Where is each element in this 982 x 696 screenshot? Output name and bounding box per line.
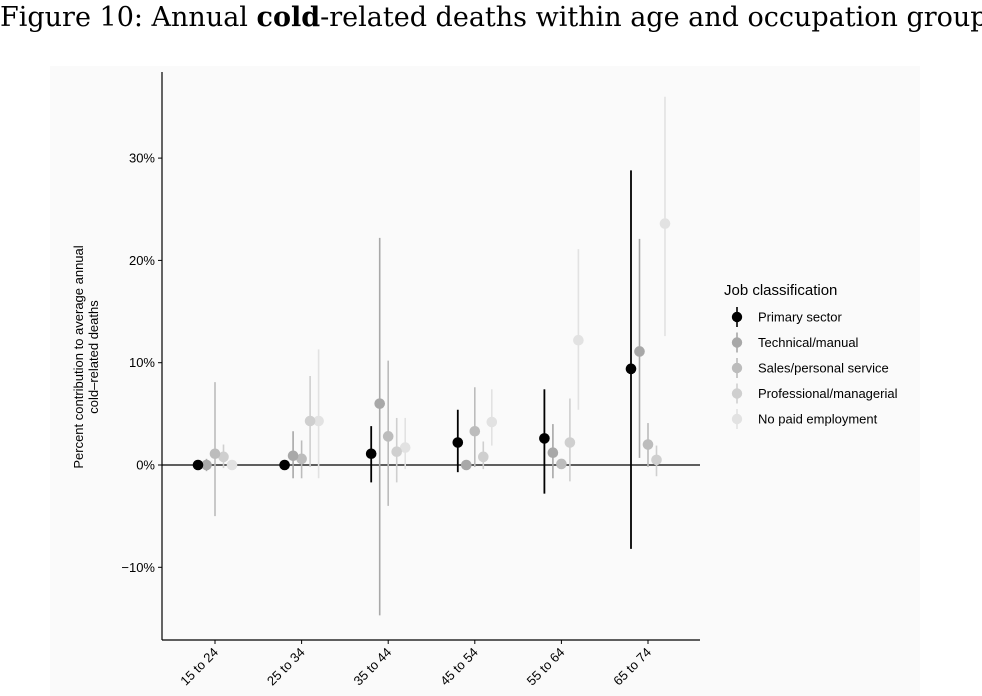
data-point	[374, 398, 386, 409]
legend-key-point	[731, 311, 743, 323]
legend-label: Technical/manual	[758, 335, 859, 350]
data-point	[539, 433, 550, 444]
figure-title: Figure 10: Annual cold-related deaths wi…	[0, 2, 982, 33]
data-point	[192, 459, 204, 471]
data-point	[226, 459, 238, 471]
legend-label: Primary sector	[758, 310, 842, 325]
y-axis-title-line: cold–related deaths	[86, 300, 101, 414]
data-point	[659, 218, 671, 229]
data-point	[399, 442, 411, 453]
legend-label: Sales/personal service	[758, 361, 889, 376]
data-point	[452, 437, 464, 448]
data-point	[201, 459, 212, 471]
data-point	[218, 451, 229, 463]
legend-key-point	[731, 337, 743, 348]
figure-title-prefix: Figure 10: Annual	[0, 2, 257, 33]
y-tick-label: 30%	[129, 151, 155, 166]
legend-key-point	[731, 413, 743, 425]
data-point	[287, 450, 299, 462]
data-point	[478, 451, 489, 463]
y-tick-label: 0%	[136, 458, 155, 473]
data-point	[365, 448, 377, 460]
plot-background	[50, 66, 920, 696]
data-point	[313, 415, 324, 427]
data-point	[461, 459, 472, 471]
data-point	[469, 425, 481, 437]
data-point	[547, 447, 559, 459]
data-point	[279, 459, 290, 471]
data-point	[556, 458, 567, 470]
data-point	[634, 346, 645, 357]
legend-label: No paid employment	[758, 412, 878, 427]
figure-title-bold: cold	[256, 2, 321, 33]
data-point	[564, 437, 576, 448]
legend-label: Professional/managerial	[758, 386, 898, 401]
data-point	[382, 431, 394, 442]
y-axis-title-line: Percent contribution to average annual	[71, 245, 86, 468]
y-tick-label: 20%	[129, 253, 155, 268]
figure-title-suffix: -related deaths within age and occupatio…	[320, 2, 982, 33]
y-tick-label: −10%	[121, 560, 155, 575]
data-point	[391, 446, 403, 458]
data-point	[209, 448, 221, 460]
legend-key-point	[731, 388, 743, 399]
data-point	[296, 453, 307, 465]
legend-key-point	[731, 362, 743, 374]
data-point	[625, 363, 637, 375]
legend-title: Job classification	[724, 282, 837, 299]
data-point	[486, 416, 498, 428]
y-tick-label: 10%	[129, 355, 155, 370]
data-point	[651, 454, 662, 466]
y-axis-title: Percent contribution to average annualco…	[71, 245, 101, 468]
data-point	[642, 439, 654, 450]
data-point	[573, 334, 584, 346]
data-point	[304, 415, 316, 427]
